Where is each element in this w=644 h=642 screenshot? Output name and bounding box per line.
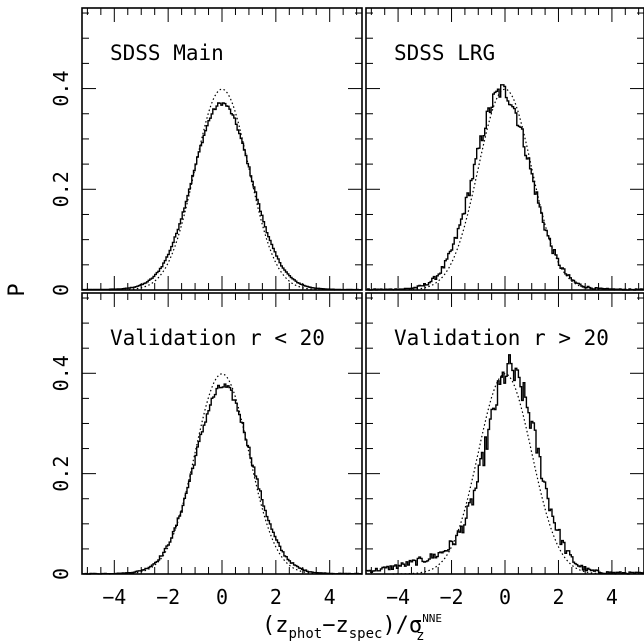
- gaussian-reference-curve: [392, 88, 618, 291]
- x-tick-label: 4: [606, 585, 618, 609]
- panel-3: 0 0.2 0.4 −4 −2 0 2 4 Validation r < 20: [49, 292, 363, 609]
- x-tick-label: 2: [270, 585, 282, 609]
- x-tick-label: 2: [552, 585, 564, 609]
- x-tick-label: 0: [216, 585, 228, 609]
- y-tick-label: 0.2: [49, 456, 73, 492]
- gaussian-reference-curve: [108, 373, 336, 575]
- x-label-sub-z: z: [416, 628, 424, 642]
- x-label-sub-phot: phot: [289, 626, 323, 642]
- y-tick-label: 0.2: [49, 171, 73, 207]
- y-tick-label: 0.4: [49, 71, 73, 107]
- x-tick-label: −4: [386, 585, 410, 609]
- x-tick-label: 4: [324, 585, 336, 609]
- panel-title: Validation r > 20: [394, 326, 609, 350]
- x-label-sub-spec: spec: [349, 626, 383, 642]
- y-tick-label: 0: [49, 568, 73, 580]
- panel-title: SDSS Main: [110, 41, 224, 65]
- y-tick-label: 0.4: [49, 355, 73, 391]
- x-tick-label: −2: [156, 585, 180, 609]
- x-label-sigma: )/σ: [382, 613, 422, 638]
- panel-2: SDSS LRG: [365, 7, 644, 291]
- panel-4: −4 −2 0 2 4 Validation r > 20: [365, 292, 644, 609]
- histogram-curve: [82, 102, 363, 291]
- y-axis-label: P: [5, 283, 30, 296]
- histogram-curve: [366, 84, 644, 291]
- panel-1: 0 0.2 0.4 SDSS Main: [49, 7, 363, 296]
- histogram-curve: [366, 354, 644, 575]
- panels-group: 0 0.2 0.4 SDSS Main SDSS LRG 0 0.2 0.4 −4 −2 0 2 4 Va…: [49, 7, 644, 609]
- gaussian-reference-curve: [392, 373, 618, 575]
- y-tick-label: 0: [49, 284, 73, 296]
- x-label-open: (z: [262, 613, 289, 638]
- panel-title: Validation r < 20: [110, 326, 325, 350]
- panel-title: SDSS LRG: [394, 41, 495, 65]
- x-label-sup-nne: NNE: [422, 612, 442, 625]
- x-tick-label: 0: [499, 585, 511, 609]
- x-tick-label: −4: [102, 585, 126, 609]
- histogram-curve: [82, 383, 363, 575]
- x-label-minus: −z: [322, 613, 349, 638]
- gaussian-reference-curve: [108, 88, 336, 291]
- x-axis-label: (zphot−zspec)/σNNE z: [262, 612, 442, 642]
- x-tick-label: −2: [439, 585, 463, 609]
